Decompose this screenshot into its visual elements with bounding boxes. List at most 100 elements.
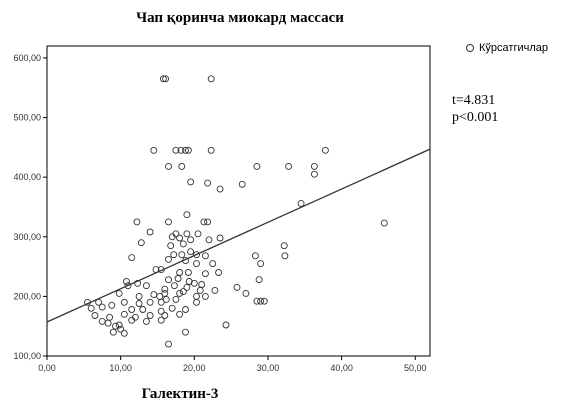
data-point: [204, 179, 212, 187]
data-point: [157, 298, 165, 306]
data-point: [176, 310, 184, 318]
data-point: [167, 242, 175, 250]
data-point: [124, 282, 132, 290]
data-point: [310, 162, 318, 170]
y-tick-label: 400,00: [13, 172, 41, 182]
data-point: [204, 218, 212, 226]
data-point: [135, 292, 143, 300]
x-tick-label: 10,00: [109, 363, 132, 373]
data-point: [117, 325, 125, 333]
data-point: [157, 316, 165, 324]
data-point: [165, 340, 172, 348]
data-point: [205, 236, 213, 244]
data-point: [157, 307, 165, 315]
y-axis-ticks: 100,00 200,00 300,00 400,00 500,00 600,00: [13, 53, 47, 361]
data-point: [146, 228, 154, 236]
x-tick-label: 0,00: [38, 363, 56, 373]
data-point: [196, 286, 204, 294]
data-point: [115, 289, 123, 297]
stats-annotation: t=4.831 p<0.001: [452, 92, 498, 126]
data-point: [142, 317, 150, 325]
data-point: [109, 328, 117, 336]
data-point: [176, 289, 184, 297]
x-axis-ticks: 0,00 10,00 20,00 30,00 40,00 50,00: [38, 356, 427, 373]
x-tick-label: 30,00: [257, 363, 280, 373]
data-point: [179, 240, 187, 248]
data-point: [238, 180, 246, 188]
data-points: [84, 75, 388, 348]
x-axis-label: Галектин-3: [141, 386, 219, 402]
data-point: [112, 322, 119, 330]
data-point: [128, 254, 136, 262]
data-point: [161, 285, 169, 293]
data-point: [120, 310, 128, 318]
data-point: [172, 146, 180, 154]
chart-title: Чап қоринча миокард массаси: [136, 10, 344, 26]
data-point: [187, 248, 195, 256]
data-point: [253, 162, 261, 170]
y-tick-label: 500,00: [13, 113, 41, 123]
data-point: [120, 298, 128, 306]
circle-marker-icon: [466, 44, 474, 52]
data-point: [168, 304, 176, 312]
data-point: [165, 162, 172, 170]
data-point: [222, 321, 230, 329]
data-point: [253, 297, 261, 305]
data-point: [170, 282, 178, 290]
data-point: [193, 251, 200, 259]
data-point: [135, 300, 143, 307]
data-point: [176, 234, 184, 242]
data-point: [128, 306, 136, 313]
data-point: [193, 298, 200, 306]
y-tick-label: 100,00: [13, 351, 41, 361]
data-point: [137, 239, 145, 247]
data-point: [281, 252, 289, 260]
data-point: [194, 230, 202, 238]
data-point: [201, 252, 209, 260]
x-tick-label: 40,00: [330, 363, 353, 373]
data-point: [128, 316, 136, 324]
data-point: [150, 146, 158, 154]
data-point: [178, 162, 186, 170]
data-point: [216, 185, 224, 193]
data-point: [182, 328, 189, 336]
data-point: [255, 276, 263, 284]
data-point: [233, 283, 241, 291]
data-point: [104, 319, 112, 327]
data-point: [87, 304, 95, 312]
data-point: [193, 260, 200, 268]
x-tick-label: 50,00: [404, 363, 427, 373]
data-point: [183, 211, 191, 219]
data-point: [242, 289, 250, 297]
p-value: p<0.001: [452, 110, 499, 125]
fit-line: [46, 148, 431, 323]
y-tick-label: 600,00: [13, 53, 41, 63]
data-point: [201, 270, 209, 278]
data-point: [142, 282, 150, 290]
data-point: [184, 269, 192, 276]
data-point: [146, 298, 154, 306]
data-point: [174, 275, 182, 282]
data-point: [123, 278, 130, 285]
legend-series-name: Кўрсатгичлар: [479, 42, 548, 54]
data-point: [183, 283, 191, 291]
data-point: [182, 146, 189, 154]
y-tick-label: 200,00: [13, 291, 41, 301]
data-point: [211, 286, 219, 294]
data-point: [207, 75, 215, 83]
data-point: [187, 178, 195, 186]
data-point: [285, 162, 293, 170]
data-point: [170, 251, 178, 259]
data-point: [257, 297, 265, 305]
data-point: [172, 295, 180, 303]
data-point: [165, 276, 172, 284]
data-point: [380, 219, 388, 227]
data-point: [182, 306, 189, 313]
data-point: [187, 236, 195, 244]
data-point: [161, 312, 169, 319]
data-point: [201, 292, 209, 300]
data-point: [168, 233, 176, 241]
data-point: [108, 301, 116, 309]
data-point: [215, 269, 223, 276]
data-point: [134, 279, 142, 287]
